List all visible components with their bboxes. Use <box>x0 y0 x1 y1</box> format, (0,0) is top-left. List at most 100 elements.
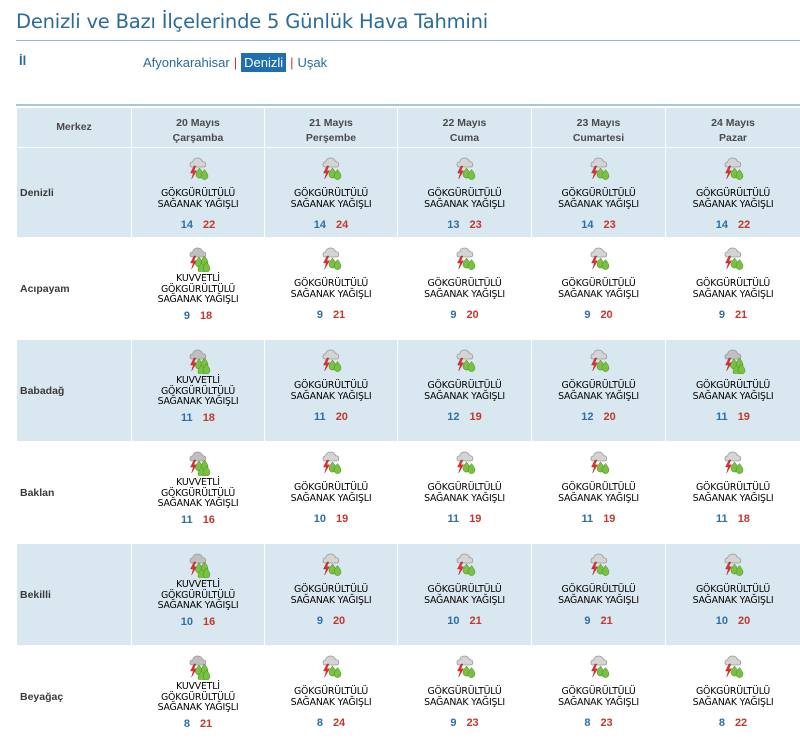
condition-line: KUVVETLİ <box>158 682 239 693</box>
condition-line: KUVVETLİ <box>158 274 239 285</box>
condition-line: SAĞANAK YAĞIŞLI <box>158 200 239 211</box>
thunder-shower-icon <box>585 242 613 272</box>
thunder-shower-icon <box>719 446 747 476</box>
condition-line: GÖKGÜRÜLTÜLÜ <box>424 279 505 290</box>
title-divider <box>16 40 800 41</box>
max-temp: 19 <box>469 513 481 525</box>
condition-line: GÖKGÜRÜLTÜLÜ <box>558 381 639 392</box>
province-link-usak[interactable]: Uşak <box>298 55 328 70</box>
weather-icon <box>451 446 479 476</box>
min-temp: 9 <box>450 309 456 321</box>
min-temp: 9 <box>584 309 590 321</box>
max-temp: 19 <box>738 411 750 423</box>
thunder-shower-icon <box>317 242 345 272</box>
weather-icon <box>719 152 747 182</box>
max-temp: 20 <box>604 411 616 423</box>
min-temp: 12 <box>581 411 593 423</box>
condition-line: SAĞANAK YAĞIŞLI <box>158 601 239 612</box>
city-name: Bekilli <box>17 544 132 646</box>
province-link-denizli[interactable]: Denizli <box>241 53 286 72</box>
min-temp: 10 <box>314 513 326 525</box>
condition-line: KUVVETLİ <box>158 376 239 387</box>
condition-line: GÖKGÜRÜLTÜLÜ <box>424 585 505 596</box>
province-link-afyonkarahisar[interactable]: Afyonkarahisar <box>143 55 230 70</box>
max-temp: 20 <box>600 309 612 321</box>
weather-icon <box>184 152 212 182</box>
heavy-thunder-shower-icon <box>184 548 212 578</box>
thunder-shower-icon <box>719 152 747 182</box>
weather-icon <box>585 446 613 476</box>
temperature-range: 9 20 <box>584 309 612 321</box>
weather-icon <box>451 242 479 272</box>
thunder-shower-icon <box>451 152 479 182</box>
condition-line: SAĞANAK YAĞIŞLI <box>158 703 239 714</box>
condition-line: SAĞANAK YAĞIŞLI <box>291 494 372 505</box>
min-temp: 14 <box>581 219 593 231</box>
condition-line: GÖKGÜRÜLTÜLÜ <box>424 189 505 200</box>
weather-icon <box>719 242 747 272</box>
condition-line: GÖKGÜRÜLTÜLÜ <box>693 189 774 200</box>
condition-line: GÖKGÜRÜLTÜLÜ <box>424 687 505 698</box>
min-temp: 10 <box>447 615 459 627</box>
condition-line: SAĞANAK YAĞIŞLI <box>558 200 639 211</box>
condition-line: GÖKGÜRÜLTÜLÜ <box>693 381 774 392</box>
condition-line: SAĞANAK YAĞIŞLI <box>693 698 774 709</box>
min-temp: 9 <box>450 717 456 729</box>
heavy-thunder-shower-icon <box>184 242 212 272</box>
condition-line: KUVVETLİ <box>158 478 239 489</box>
merkez-header: Merkez <box>17 108 132 148</box>
min-temp: 9 <box>719 309 725 321</box>
condition-line: GÖKGÜRÜLTÜLÜ <box>558 687 639 698</box>
thunder-shower-icon <box>451 446 479 476</box>
max-temp: 22 <box>735 717 747 729</box>
condition-line: SAĞANAK YAĞIŞLI <box>291 290 372 301</box>
max-temp: 20 <box>466 309 478 321</box>
condition-line: SAĞANAK YAĞIŞLI <box>558 290 639 301</box>
thunder-shower-icon <box>317 344 345 374</box>
condition-line: GÖKGÜRÜLTÜLÜ <box>558 189 639 200</box>
weather-icon <box>585 548 613 578</box>
min-temp: 10 <box>716 615 728 627</box>
max-temp: 23 <box>466 717 478 729</box>
condition-line: SAĞANAK YAĞIŞLI <box>158 295 239 306</box>
thunder-shower-icon <box>585 548 613 578</box>
weather-icon <box>585 242 613 272</box>
condition-line: GÖKGÜRÜLTÜLÜ <box>291 687 372 698</box>
max-temp: 16 <box>203 616 215 628</box>
thunder-shower-icon <box>184 152 212 182</box>
